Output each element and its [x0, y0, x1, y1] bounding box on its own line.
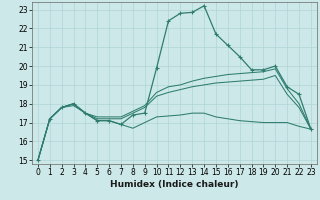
X-axis label: Humidex (Indice chaleur): Humidex (Indice chaleur): [110, 180, 239, 189]
